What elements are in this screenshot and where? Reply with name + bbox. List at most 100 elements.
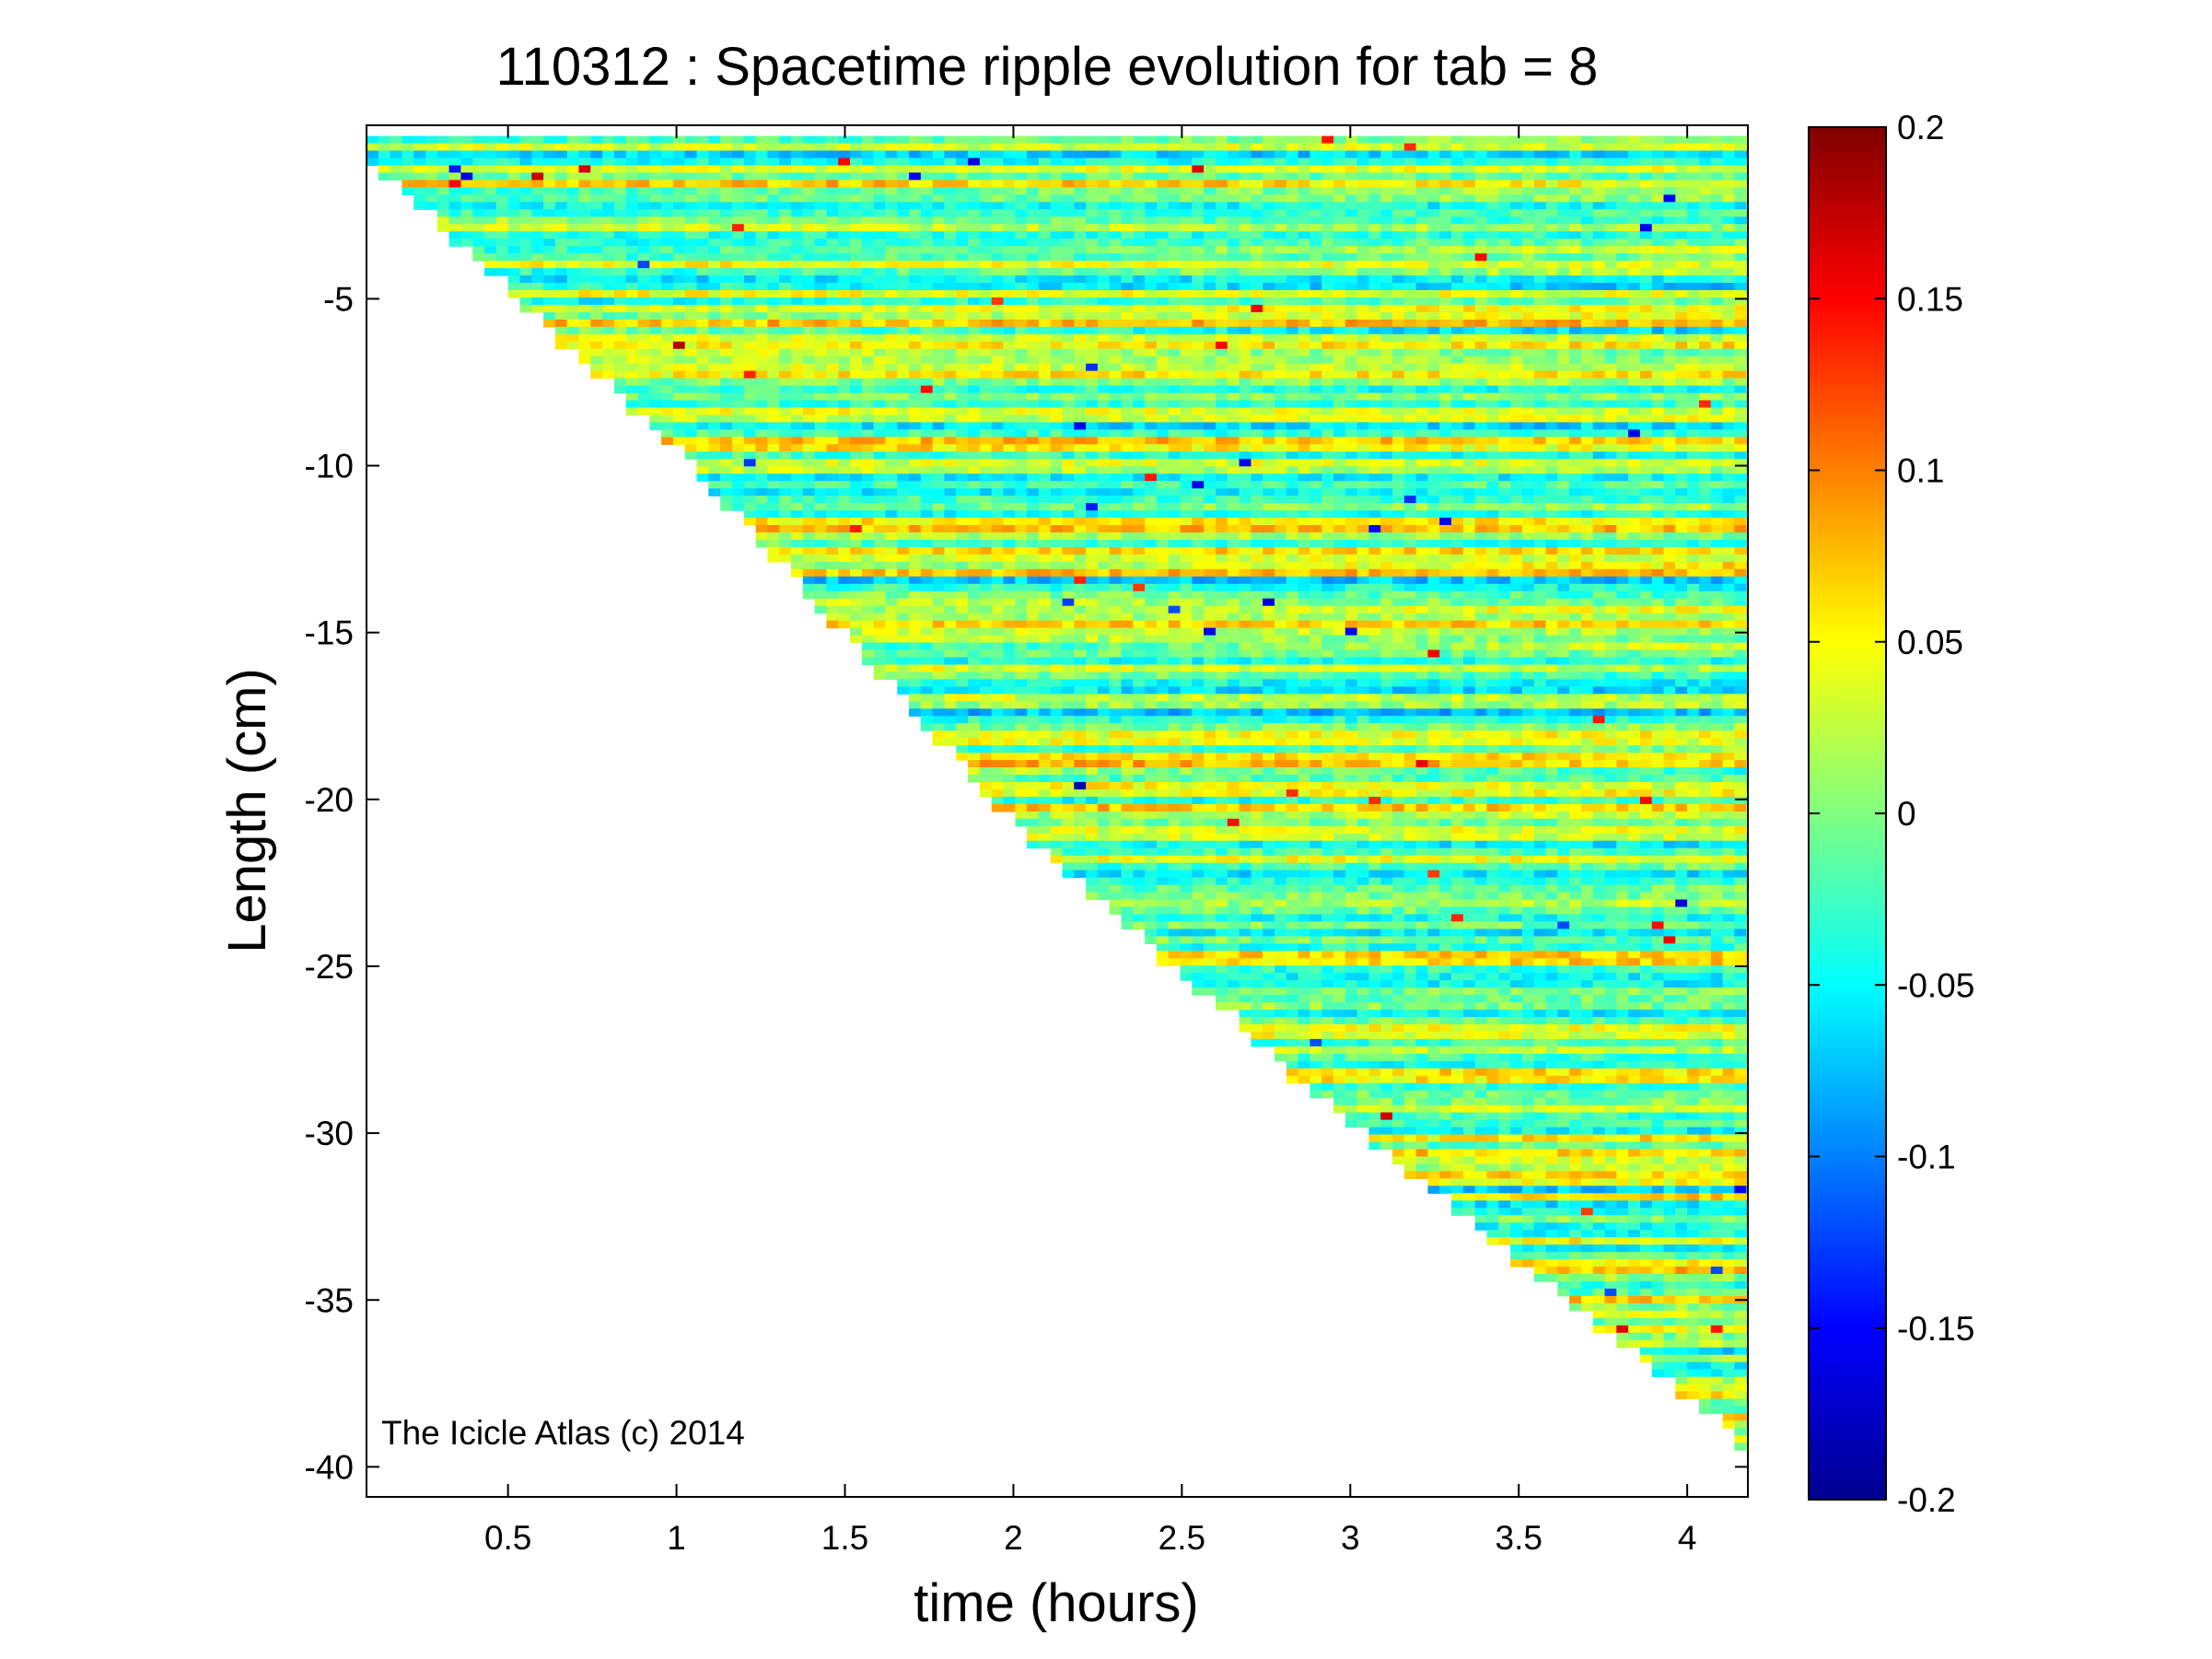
heatmap-cell [826, 297, 839, 306]
heatmap-cell [720, 150, 733, 159]
heatmap-cell [814, 598, 827, 607]
heatmap-cell [1145, 664, 1158, 673]
heatmap-cell [1180, 914, 1193, 922]
heatmap-cell [1003, 231, 1016, 240]
heatmap-cell [1251, 158, 1263, 167]
heatmap-cell [1227, 290, 1240, 298]
heatmap-cell [743, 385, 757, 394]
heatmap-cell [885, 649, 898, 659]
heatmap-cell [1109, 231, 1123, 240]
heatmap-cell [968, 370, 981, 380]
heatmap-cell [1251, 503, 1263, 511]
heatmap-cell [1263, 1010, 1275, 1018]
heatmap-cell [956, 158, 969, 167]
heatmap-cell [791, 444, 804, 452]
heatmap-cell [720, 297, 733, 306]
heatmap-cell [1086, 525, 1099, 533]
heatmap-cell [1156, 672, 1170, 680]
heatmap-cell [861, 268, 875, 276]
heatmap-cell [1145, 444, 1158, 452]
heatmap-cell [566, 202, 580, 210]
heatmap-cell [672, 407, 686, 416]
heatmap-cell [1275, 194, 1287, 203]
heatmap-cell [1227, 510, 1240, 519]
heatmap-cell [1227, 496, 1240, 504]
heatmap-cell [1251, 694, 1263, 702]
heatmap-cell [1263, 158, 1275, 167]
heatmap-cell [979, 319, 993, 328]
heatmap-cell [1263, 775, 1275, 783]
heatmap-cell [1239, 370, 1252, 380]
heatmap-cell [944, 415, 957, 424]
heatmap-cell [1204, 951, 1217, 959]
heatmap-cell [1145, 818, 1158, 827]
heatmap-cell [767, 422, 780, 430]
heatmap-cell [1227, 605, 1240, 614]
heatmap-cell [1050, 437, 1064, 445]
heatmap-cell [897, 496, 910, 504]
heatmap-cell [1156, 870, 1170, 879]
heatmap-cell [932, 246, 945, 254]
heatmap-cell [1074, 825, 1087, 835]
heatmap-cell [1050, 268, 1064, 276]
heatmap-cell [920, 657, 934, 666]
heatmap-cell [802, 473, 816, 482]
heatmap-cell [1192, 884, 1205, 894]
heatmap-cell [519, 283, 532, 291]
heatmap-cell [779, 518, 792, 526]
heatmap-cell [991, 642, 1005, 651]
heatmap-cell [1038, 796, 1052, 805]
heatmap-cell [566, 304, 580, 313]
heatmap-cell [767, 319, 780, 328]
heatmap-cell [802, 459, 816, 467]
heatmap-cell [850, 261, 863, 269]
heatmap-cell [602, 290, 615, 298]
heatmap-cell [1121, 459, 1134, 467]
heatmap-cell [1038, 304, 1052, 313]
heatmap-cell [1145, 407, 1158, 416]
heatmap-cell [1180, 400, 1193, 409]
heatmap-cell [873, 297, 886, 306]
heatmap-cell [979, 686, 993, 695]
heatmap-cell [1216, 789, 1228, 798]
heatmap-cell [460, 202, 473, 210]
heatmap-cell [909, 546, 922, 555]
heatmap-cell [755, 231, 768, 240]
heatmap-cell [791, 503, 804, 511]
heatmap-cell [1015, 481, 1028, 489]
heatmap-cell [448, 187, 461, 195]
heatmap-cell [1097, 635, 1111, 644]
heatmap-cell [814, 444, 827, 452]
heatmap-cell [932, 429, 945, 438]
heatmap-cell [554, 275, 568, 284]
heatmap-cell [968, 143, 981, 152]
heatmap-cell [1109, 253, 1123, 262]
heatmap-cell [1074, 738, 1087, 746]
heatmap-cell [1121, 847, 1134, 857]
heatmap-cell [932, 576, 945, 585]
heatmap-cell [1015, 333, 1028, 343]
heatmap-cell [1204, 605, 1217, 614]
heatmap-cell [1074, 525, 1087, 533]
heatmap-cell [1003, 605, 1016, 614]
heatmap-cell [1027, 326, 1040, 335]
heatmap-cell [979, 451, 993, 460]
heatmap-cell [909, 518, 922, 526]
heatmap-cell [1239, 943, 1252, 952]
heatmap-cell [1027, 363, 1040, 372]
heatmap-cell [1145, 782, 1158, 790]
heatmap-cell [1216, 158, 1228, 167]
heatmap-cell [1097, 333, 1111, 343]
heatmap-cell [1275, 253, 1287, 262]
heatmap-cell [826, 268, 839, 276]
heatmap-cell [991, 246, 1005, 254]
heatmap-cell [1275, 246, 1287, 254]
heatmap-cell [1156, 723, 1170, 731]
heatmap-cell [1156, 958, 1170, 966]
heatmap-cell [909, 540, 922, 548]
heatmap-cell [1204, 694, 1217, 702]
heatmap-cell [554, 135, 568, 145]
heatmap-cell [1156, 135, 1170, 145]
heatmap-cell [625, 407, 639, 416]
heatmap-cell [909, 642, 922, 651]
